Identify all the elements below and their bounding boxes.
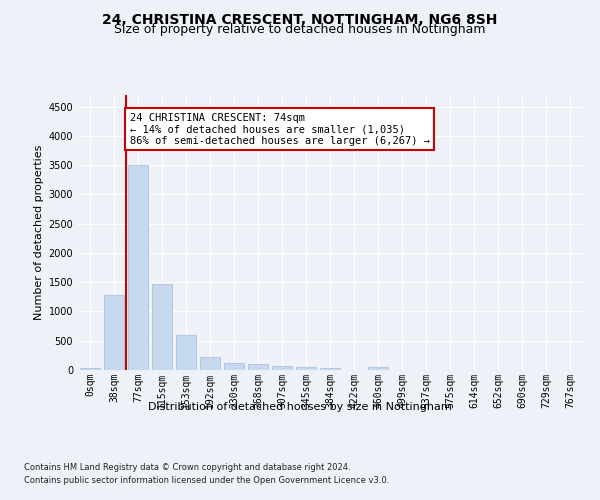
- Bar: [80, 368, 100, 370]
- Bar: [272, 366, 292, 370]
- Bar: [224, 363, 244, 370]
- Bar: [200, 357, 220, 370]
- Bar: [320, 368, 340, 370]
- Bar: [176, 335, 196, 370]
- Text: 24 CHRISTINA CRESCENT: 74sqm
← 14% of detached houses are smaller (1,035)
86% of: 24 CHRISTINA CRESCENT: 74sqm ← 14% of de…: [130, 112, 430, 146]
- Text: Contains public sector information licensed under the Open Government Licence v3: Contains public sector information licen…: [24, 476, 389, 485]
- Bar: [104, 295, 124, 370]
- Text: Contains HM Land Registry data © Crown copyright and database right 2024.: Contains HM Land Registry data © Crown c…: [24, 462, 350, 471]
- Bar: [152, 284, 172, 370]
- Bar: [128, 165, 148, 370]
- Text: Distribution of detached houses by size in Nottingham: Distribution of detached houses by size …: [148, 402, 452, 412]
- Y-axis label: Number of detached properties: Number of detached properties: [34, 145, 44, 320]
- Text: Size of property relative to detached houses in Nottingham: Size of property relative to detached ho…: [114, 24, 486, 36]
- Text: 24, CHRISTINA CRESCENT, NOTTINGHAM, NG6 8SH: 24, CHRISTINA CRESCENT, NOTTINGHAM, NG6 …: [103, 12, 497, 26]
- Bar: [296, 367, 316, 370]
- Bar: [248, 364, 268, 370]
- Bar: [368, 367, 388, 370]
